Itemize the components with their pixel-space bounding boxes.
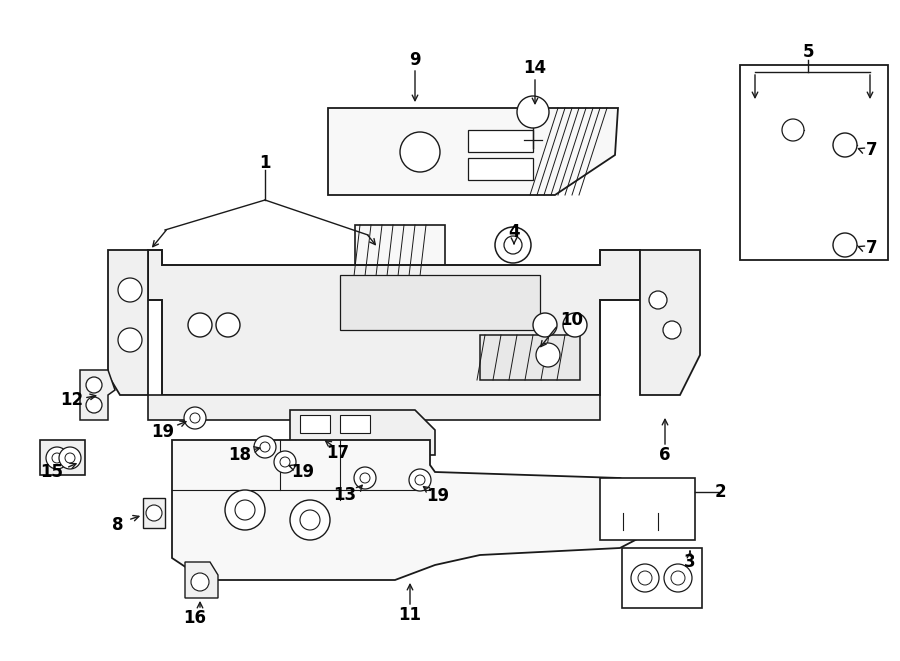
- Text: 17: 17: [327, 444, 349, 462]
- Circle shape: [782, 119, 804, 141]
- Polygon shape: [647, 485, 670, 513]
- Polygon shape: [755, 105, 845, 170]
- Text: 1: 1: [259, 154, 271, 172]
- Circle shape: [188, 313, 212, 337]
- Circle shape: [280, 457, 290, 467]
- Bar: [300, 415, 330, 433]
- Circle shape: [495, 227, 531, 263]
- Circle shape: [833, 233, 857, 257]
- Circle shape: [225, 490, 265, 530]
- Circle shape: [235, 500, 255, 520]
- Bar: [468, 158, 533, 180]
- Circle shape: [631, 564, 659, 592]
- Circle shape: [354, 467, 376, 489]
- Text: 14: 14: [524, 59, 546, 77]
- Text: 11: 11: [399, 606, 421, 624]
- Circle shape: [664, 564, 692, 592]
- Text: 2: 2: [715, 483, 725, 501]
- Text: 6: 6: [659, 446, 670, 464]
- Circle shape: [300, 510, 320, 530]
- Polygon shape: [148, 250, 640, 395]
- Circle shape: [190, 413, 200, 423]
- Text: 19: 19: [151, 423, 175, 441]
- Text: 9: 9: [410, 51, 421, 69]
- Polygon shape: [640, 250, 700, 395]
- Circle shape: [360, 473, 370, 483]
- Circle shape: [563, 313, 587, 337]
- Circle shape: [400, 132, 440, 172]
- Polygon shape: [480, 335, 580, 380]
- Text: 12: 12: [60, 391, 84, 409]
- Circle shape: [504, 236, 522, 254]
- Circle shape: [260, 442, 270, 452]
- Circle shape: [649, 291, 667, 309]
- Circle shape: [86, 397, 102, 413]
- Circle shape: [290, 500, 330, 540]
- Circle shape: [216, 313, 240, 337]
- Circle shape: [184, 407, 206, 429]
- Polygon shape: [290, 410, 435, 455]
- Circle shape: [274, 451, 296, 473]
- Text: 16: 16: [184, 609, 206, 627]
- Circle shape: [46, 447, 68, 469]
- Circle shape: [638, 571, 652, 585]
- Bar: [468, 130, 533, 152]
- Bar: [340, 275, 540, 330]
- Circle shape: [536, 343, 560, 367]
- Circle shape: [118, 328, 142, 352]
- Circle shape: [146, 505, 162, 521]
- Circle shape: [415, 475, 425, 485]
- Polygon shape: [328, 108, 618, 195]
- Circle shape: [118, 278, 142, 302]
- Polygon shape: [80, 370, 115, 420]
- Circle shape: [191, 573, 209, 591]
- Circle shape: [833, 133, 857, 157]
- Circle shape: [671, 571, 685, 585]
- Polygon shape: [108, 250, 148, 395]
- Text: 19: 19: [292, 463, 315, 481]
- Text: 10: 10: [561, 311, 583, 329]
- Text: 7: 7: [866, 239, 878, 257]
- Polygon shape: [143, 498, 165, 528]
- Circle shape: [59, 447, 81, 469]
- Polygon shape: [148, 395, 600, 420]
- Bar: [340, 415, 370, 433]
- Circle shape: [517, 96, 549, 128]
- Circle shape: [254, 436, 276, 458]
- Polygon shape: [355, 225, 445, 310]
- Circle shape: [65, 453, 75, 463]
- Circle shape: [86, 377, 102, 393]
- Circle shape: [533, 313, 557, 337]
- Circle shape: [409, 469, 431, 491]
- Text: 5: 5: [802, 43, 814, 61]
- Text: 3: 3: [684, 553, 696, 571]
- Text: 18: 18: [229, 446, 251, 464]
- Circle shape: [52, 453, 62, 463]
- Circle shape: [663, 321, 681, 339]
- Polygon shape: [185, 562, 218, 598]
- Bar: [622, 548, 702, 608]
- Text: 8: 8: [112, 516, 124, 534]
- Bar: [600, 478, 695, 540]
- Polygon shape: [612, 485, 634, 513]
- Polygon shape: [172, 440, 645, 580]
- Text: 4: 4: [508, 223, 520, 241]
- Polygon shape: [40, 440, 85, 475]
- Text: 19: 19: [427, 487, 450, 505]
- Text: 13: 13: [333, 486, 356, 504]
- Text: 7: 7: [866, 141, 878, 159]
- Text: 15: 15: [40, 463, 64, 481]
- Bar: [740, 65, 888, 260]
